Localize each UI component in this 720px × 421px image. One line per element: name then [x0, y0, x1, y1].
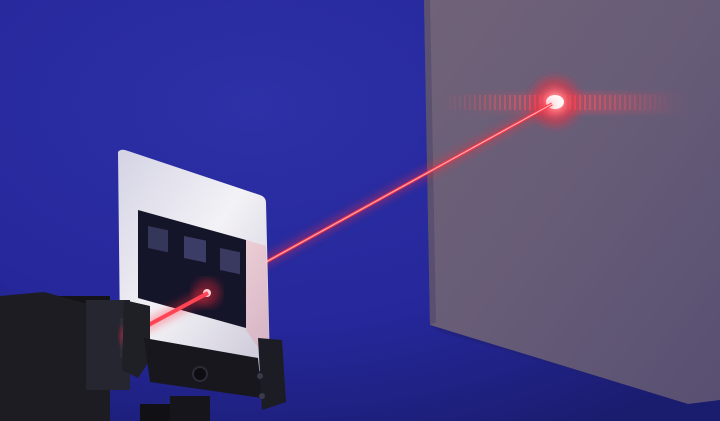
- slide-mount-icon: [122, 300, 286, 421]
- diffraction-pattern-icon: [444, 72, 690, 132]
- laser-emitter-icon: [0, 287, 211, 421]
